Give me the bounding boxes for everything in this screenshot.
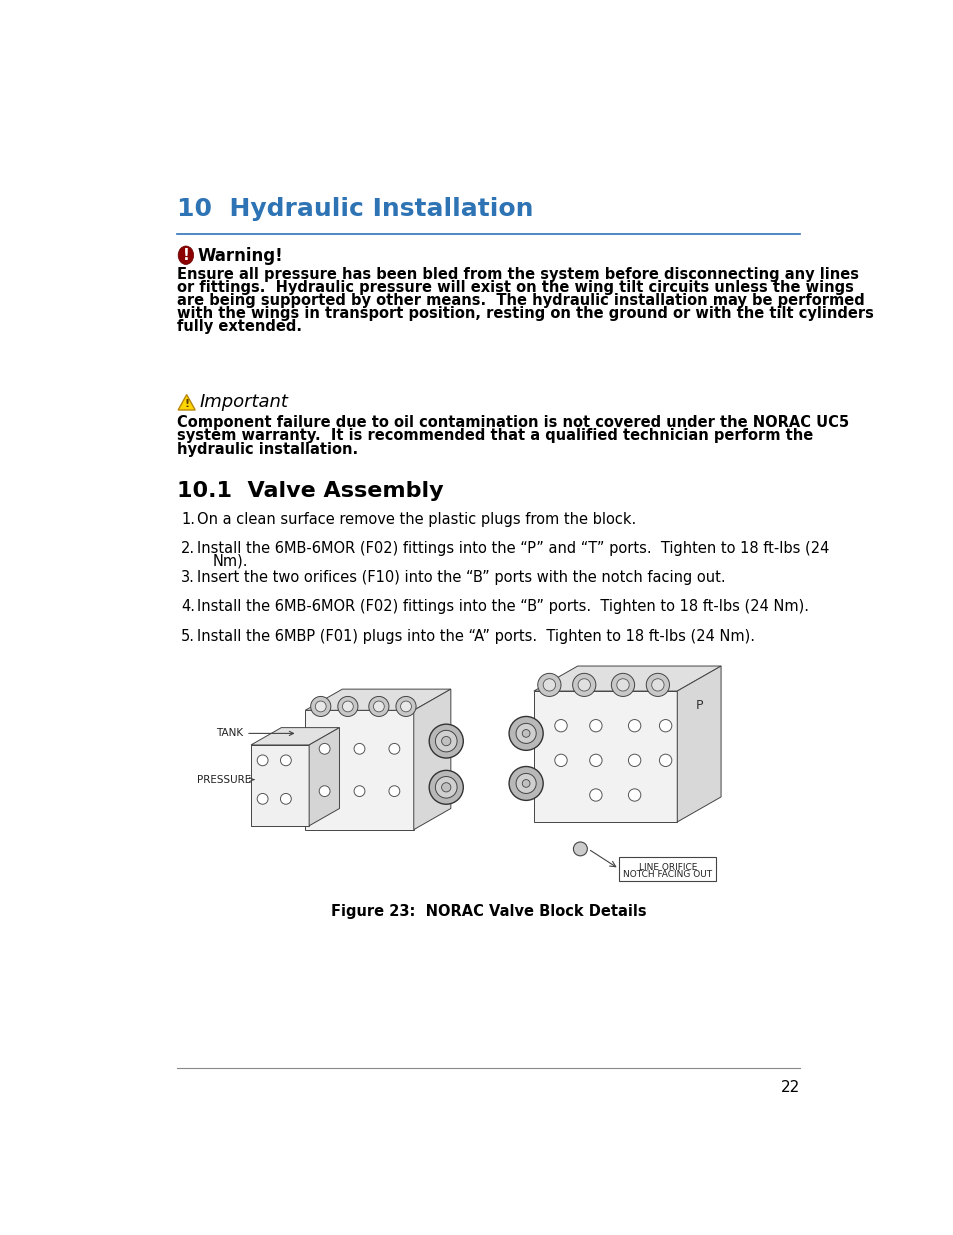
Circle shape xyxy=(628,720,640,732)
Text: Figure 23:  NORAC Valve Block Details: Figure 23: NORAC Valve Block Details xyxy=(331,904,646,919)
Polygon shape xyxy=(178,395,195,410)
Circle shape xyxy=(337,697,357,716)
Circle shape xyxy=(628,755,640,767)
Text: Install the 6MB-6MOR (F02) fittings into the “B” ports.  Tighten to 18 ft-lbs (2: Install the 6MB-6MOR (F02) fittings into… xyxy=(196,599,808,615)
Text: Ensure all pressure has been bled from the system before disconnecting any lines: Ensure all pressure has been bled from t… xyxy=(177,267,859,282)
Circle shape xyxy=(257,755,268,766)
Text: Insert the two orifices (F10) into the “B” ports with the notch facing out.: Insert the two orifices (F10) into the “… xyxy=(196,571,724,585)
Text: 22: 22 xyxy=(780,1079,799,1095)
Text: P: P xyxy=(695,699,702,711)
Text: On a clean surface remove the plastic plugs from the block.: On a clean surface remove the plastic pl… xyxy=(196,511,636,526)
Circle shape xyxy=(389,785,399,797)
Polygon shape xyxy=(305,710,414,830)
Circle shape xyxy=(516,773,536,793)
Polygon shape xyxy=(251,727,339,745)
FancyBboxPatch shape xyxy=(618,857,716,882)
Circle shape xyxy=(373,701,384,711)
Circle shape xyxy=(509,716,542,751)
Text: or fittings.  Hydraulic pressure will exist on the wing tilt circuits unless the: or fittings. Hydraulic pressure will exi… xyxy=(177,280,853,295)
Circle shape xyxy=(645,673,669,697)
Circle shape xyxy=(429,771,463,804)
Circle shape xyxy=(257,793,268,804)
Circle shape xyxy=(578,679,590,692)
Circle shape xyxy=(395,697,416,716)
Text: system warranty.  It is recommended that a qualified technician perform the: system warranty. It is recommended that … xyxy=(177,429,813,443)
Text: Warning!: Warning! xyxy=(197,247,283,264)
Polygon shape xyxy=(677,666,720,823)
Text: Important: Important xyxy=(199,393,288,411)
Text: fully extended.: fully extended. xyxy=(177,319,302,335)
Polygon shape xyxy=(414,689,451,830)
Text: are being supported by other means.  The hydraulic installation may be performed: are being supported by other means. The … xyxy=(177,293,864,308)
Circle shape xyxy=(389,743,399,755)
Text: NOTCH FACING OUT: NOTCH FACING OUT xyxy=(622,871,712,879)
Circle shape xyxy=(617,679,629,692)
Circle shape xyxy=(537,673,560,697)
Text: Install the 6MB-6MOR (F02) fittings into the “P” and “T” ports.  Tighten to 18 f: Install the 6MB-6MOR (F02) fittings into… xyxy=(196,541,828,556)
Polygon shape xyxy=(534,692,677,823)
Circle shape xyxy=(628,789,640,802)
Circle shape xyxy=(280,755,291,766)
Circle shape xyxy=(659,720,671,732)
Text: 2.: 2. xyxy=(181,541,195,556)
Circle shape xyxy=(555,755,567,767)
Circle shape xyxy=(311,697,331,716)
Circle shape xyxy=(542,679,555,692)
Polygon shape xyxy=(305,689,451,710)
Circle shape xyxy=(521,779,530,787)
Text: LINE ORIFICE: LINE ORIFICE xyxy=(639,863,697,872)
Circle shape xyxy=(555,720,567,732)
Text: hydraulic installation.: hydraulic installation. xyxy=(177,442,358,457)
Circle shape xyxy=(573,842,587,856)
Circle shape xyxy=(354,785,365,797)
Polygon shape xyxy=(534,666,720,692)
Text: Install the 6MBP (F01) plugs into the “A” ports.  Tighten to 18 ft-lbs (24 Nm).: Install the 6MBP (F01) plugs into the “A… xyxy=(196,629,754,643)
Circle shape xyxy=(572,673,596,697)
Text: PRESSURE: PRESSURE xyxy=(196,774,253,784)
Text: 10  Hydraulic Installation: 10 Hydraulic Installation xyxy=(177,196,534,221)
Text: 4.: 4. xyxy=(181,599,195,615)
Circle shape xyxy=(516,724,536,743)
Circle shape xyxy=(659,755,671,767)
Circle shape xyxy=(441,736,451,746)
Circle shape xyxy=(589,789,601,802)
Circle shape xyxy=(589,755,601,767)
Circle shape xyxy=(354,743,365,755)
Circle shape xyxy=(319,785,330,797)
Text: !: ! xyxy=(184,399,189,409)
Text: TANK: TANK xyxy=(216,729,294,739)
Circle shape xyxy=(441,783,451,792)
Text: 10.1  Valve Assembly: 10.1 Valve Assembly xyxy=(177,480,443,501)
Circle shape xyxy=(369,697,389,716)
Text: 3.: 3. xyxy=(181,571,195,585)
Text: with the wings in transport position, resting on the ground or with the tilt cyl: with the wings in transport position, re… xyxy=(177,306,873,321)
Circle shape xyxy=(400,701,411,711)
Circle shape xyxy=(435,777,456,798)
Circle shape xyxy=(435,730,456,752)
Circle shape xyxy=(521,730,530,737)
Circle shape xyxy=(429,724,463,758)
Polygon shape xyxy=(309,727,339,826)
Circle shape xyxy=(319,743,330,755)
Circle shape xyxy=(280,793,291,804)
Text: 1.: 1. xyxy=(181,511,195,526)
Circle shape xyxy=(611,673,634,697)
Circle shape xyxy=(509,767,542,800)
Circle shape xyxy=(315,701,326,711)
Text: !: ! xyxy=(182,248,189,263)
Polygon shape xyxy=(251,745,309,826)
Text: 5.: 5. xyxy=(181,629,195,643)
Text: Component failure due to oil contamination is not covered under the NORAC UC5: Component failure due to oil contaminati… xyxy=(177,415,848,430)
Circle shape xyxy=(651,679,663,692)
Ellipse shape xyxy=(178,246,193,264)
Text: Nm).: Nm). xyxy=(212,553,248,568)
Circle shape xyxy=(589,720,601,732)
Circle shape xyxy=(342,701,353,711)
